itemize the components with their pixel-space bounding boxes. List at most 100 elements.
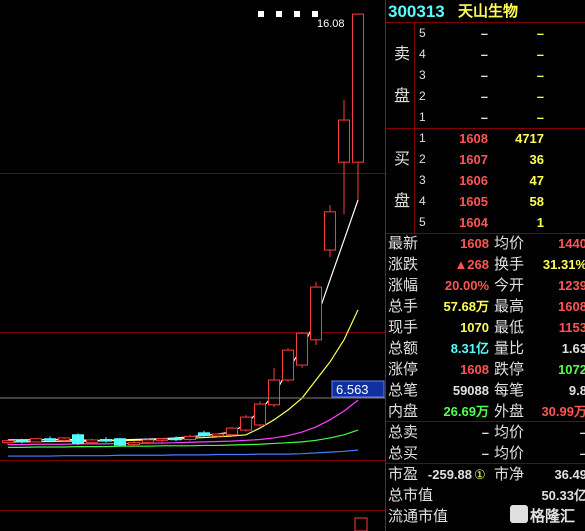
stat-label: 总买	[388, 444, 419, 462]
stat-value: 1608	[558, 298, 585, 314]
book-price: –	[480, 88, 488, 104]
stat-value: 8.31亿	[450, 340, 489, 356]
book-volume: 4717	[515, 130, 544, 146]
stock-code: 300313	[388, 1, 445, 21]
book-volume: 58	[529, 193, 544, 209]
stat-label: 总卖	[388, 423, 419, 441]
stat-label: 跌停	[494, 360, 525, 378]
candle-body	[198, 432, 210, 437]
book-volume: –	[536, 109, 544, 125]
stat-label: 均价	[494, 423, 525, 441]
stat-label: 流通市值	[388, 507, 449, 525]
stat-label: 最新	[388, 234, 419, 252]
book-price: 1606	[459, 172, 488, 188]
book-side: 盘	[393, 192, 410, 210]
book-side: 盘	[393, 87, 410, 105]
book-price: –	[480, 109, 488, 125]
stat-label: 涨幅	[388, 276, 419, 294]
stat-label: 总笔	[388, 381, 419, 399]
stat-label: 量比	[494, 339, 525, 357]
book-price: –	[480, 67, 488, 83]
book-level: 4	[419, 46, 426, 61]
stat-label: 总市值	[388, 486, 434, 504]
stat-value: 1440	[558, 235, 585, 251]
price-level-label: 6.563	[336, 382, 369, 397]
book-level: 5	[419, 214, 426, 229]
candle-body	[226, 427, 238, 436]
stat-value: 30.99万	[541, 403, 585, 419]
candle-body	[86, 439, 98, 444]
candle-body	[44, 438, 56, 441]
price-level-box	[331, 380, 385, 398]
candle-body	[2, 440, 14, 444]
candle-body	[142, 439, 154, 444]
candle-body	[212, 433, 224, 437]
stat-value: 1608	[460, 361, 489, 377]
stat-value: 57.68万	[443, 298, 489, 314]
stat-value: –	[507, 422, 585, 443]
stat-value: 50.33亿	[541, 487, 585, 503]
watermark-logo	[510, 505, 528, 523]
candle-body	[324, 211, 336, 251]
stat-value: 36.49	[554, 466, 585, 482]
moving-average	[8, 429, 359, 448]
book-level: 2	[419, 88, 426, 103]
watermark: 格隆汇	[530, 507, 576, 525]
stat-label: 内盘	[388, 402, 419, 420]
stat-label: 今开	[494, 276, 525, 294]
book-volume: 36	[529, 151, 544, 167]
info-icon: ①	[474, 466, 486, 482]
moving-average	[8, 449, 359, 457]
stat-value: 1153	[558, 319, 585, 335]
stat-value: ▲268	[454, 256, 489, 272]
stat-value: 1072	[558, 361, 585, 377]
book-level: 5	[419, 25, 426, 40]
candle-body	[156, 438, 168, 441]
stat-label: 涨跌	[388, 255, 419, 273]
candle-body	[310, 286, 322, 341]
candle-body	[72, 434, 84, 444]
event-markers	[258, 11, 318, 17]
stat-label: 均价	[494, 444, 525, 462]
book-price: 1604	[459, 214, 488, 230]
candle-body	[100, 439, 112, 442]
stat-value: 31.31%	[542, 256, 585, 272]
book-volume: –	[536, 88, 544, 104]
stat-value: 1070	[460, 319, 489, 335]
book-volume: –	[536, 46, 544, 62]
candle-body	[240, 416, 252, 431]
stat-label: 最低	[494, 318, 525, 336]
stat-value: -259.88	[427, 466, 472, 482]
book-price: 1608	[459, 130, 488, 146]
candle-body	[128, 442, 140, 446]
stat-value: 1608	[460, 235, 489, 251]
book-level: 1	[419, 130, 426, 145]
candle-body	[58, 437, 70, 441]
stat-label: 市盈	[388, 465, 419, 483]
candle-body	[282, 349, 294, 381]
stat-value: 9.8	[568, 382, 585, 398]
book-volume: 1	[536, 214, 544, 230]
candle-body	[296, 332, 308, 366]
stat-label: 均价	[494, 234, 525, 252]
stat-value: 1239	[558, 277, 585, 293]
stat-label: 最高	[494, 297, 525, 315]
stat-label: 现手	[388, 318, 419, 336]
book-side: 卖	[393, 45, 410, 63]
book-price: 1607	[459, 151, 488, 167]
stock-name: 天山生物	[458, 2, 519, 20]
book-price: 1605	[459, 193, 488, 209]
stat-value: 20.00%	[444, 277, 489, 293]
book-side: 买	[393, 150, 410, 168]
stat-label: 换手	[494, 255, 525, 273]
stat-label: 涨停	[388, 360, 419, 378]
high-label: 16.08	[317, 18, 345, 30]
book-volume: –	[536, 67, 544, 83]
volume-bar	[354, 517, 368, 531]
candle-body	[338, 119, 350, 163]
stat-value: 59088	[452, 382, 489, 398]
candle-body	[268, 379, 280, 406]
stat-value: 26.69万	[443, 403, 489, 419]
